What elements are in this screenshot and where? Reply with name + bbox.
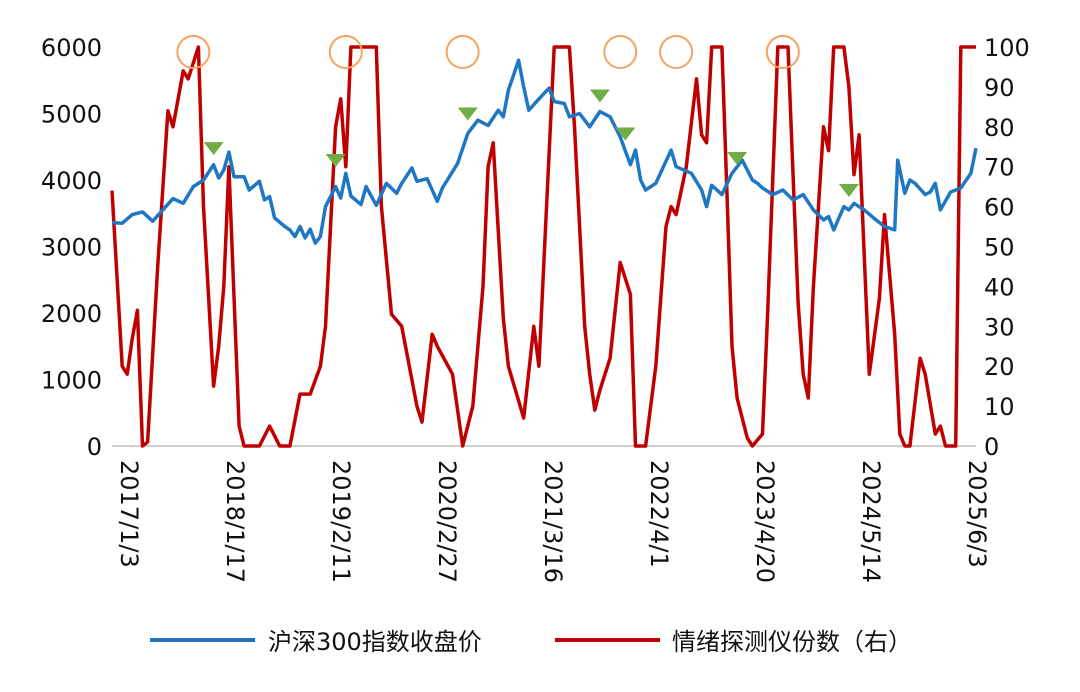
peak-circle-marker [603,35,638,69]
sentiment-count-line [110,45,976,448]
right-tick-label: 60 [984,194,1015,222]
right-tick-label: 10 [984,393,1015,421]
right-tick-label: 100 [984,34,1030,62]
x-tick-label: 2019/2/11 [327,460,355,583]
x-tick-label: 2020/2/27 [433,460,461,583]
right-tick-label: 90 [984,74,1015,102]
triangle-down-marker [727,152,748,166]
triangle-down-marker [203,142,224,156]
markers [176,35,859,197]
left-tick-label: 4000 [41,167,102,195]
x-tick-label: 2022/4/1 [645,460,673,568]
legend-label-index: 沪深300指数收盘价 [268,628,482,656]
right-tick-label: 0 [984,433,999,461]
right-tick-label: 30 [984,313,1015,341]
legend: 沪深300指数收盘价 情绪探测仪份数（右） [150,628,912,656]
triangle-down-marker [838,183,859,197]
left-tick-label: 1000 [41,367,102,395]
peak-circle-marker [445,35,480,69]
left-tick-label: 3000 [41,234,102,262]
series-lines [110,45,978,448]
triangle-down-marker [325,154,346,168]
left-tick-label: 6000 [41,34,102,62]
left-axis: 0 1000 2000 3000 4000 5000 6000 [41,34,102,461]
x-tick-label: 2023/4/20 [751,460,779,583]
triangle-down-marker [589,89,610,103]
right-tick-label: 50 [984,234,1015,262]
right-axis: 0 10 20 30 40 50 60 70 80 90 100 [984,34,1030,461]
x-tick-label: 2024/5/14 [857,460,885,583]
x-tick-label: 2025/6/3 [963,460,991,568]
triangle-down-marker [457,107,478,121]
index-close-line [111,58,978,245]
triangle-down-marker [615,127,636,141]
right-tick-label: 20 [984,353,1015,381]
x-tick-label: 2018/1/17 [221,460,249,583]
right-tick-label: 70 [984,154,1015,182]
left-tick-label: 0 [87,433,102,461]
x-axis: 2017/1/3 2018/1/17 2019/2/11 2020/2/27 2021/… [112,445,991,583]
x-tick-label: 2017/1/3 [115,460,143,568]
right-tick-label: 40 [984,273,1015,301]
left-tick-label: 2000 [41,300,102,328]
left-tick-label: 5000 [41,101,102,129]
peak-circle-marker [659,35,694,69]
x-tick-label: 2021/3/16 [539,460,567,583]
right-tick-label: 80 [984,114,1015,142]
legend-label-sentiment: 情绪探测仪份数（右） [672,628,912,656]
peak-circle-marker [328,35,363,69]
peak-circle-marker [765,35,800,69]
peak-circle-marker [176,35,211,69]
